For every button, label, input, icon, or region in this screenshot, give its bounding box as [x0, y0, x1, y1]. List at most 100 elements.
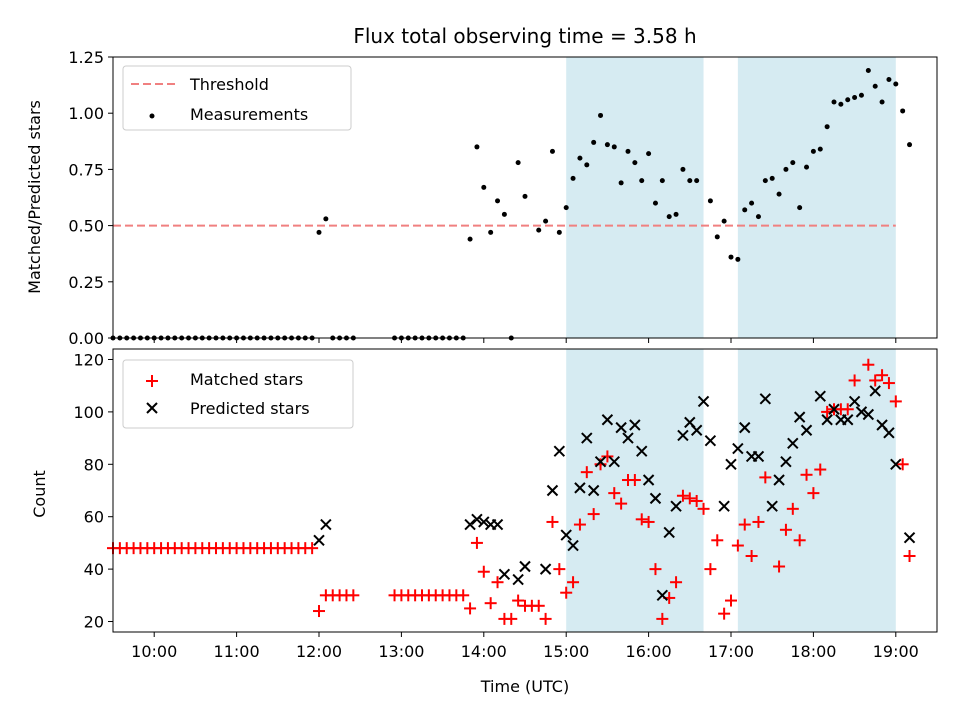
- x-tick-label: 11:00: [214, 642, 260, 661]
- matched-star-marker: [711, 534, 724, 547]
- x-tick-label: 14:00: [461, 642, 507, 661]
- measurement-point: [893, 81, 899, 87]
- predicted-star-marker: [478, 516, 490, 528]
- x-tick-label: 16:00: [626, 642, 672, 661]
- matched-star-marker: [738, 518, 751, 531]
- measurement-point: [804, 164, 810, 170]
- bottom-y-tick-label: 120: [73, 350, 104, 369]
- measurement-point: [495, 198, 501, 204]
- matched-star-marker: [807, 487, 820, 500]
- predicted-star-marker: [821, 414, 833, 426]
- measurement-point: [907, 142, 913, 148]
- predicted-star-marker: [622, 432, 634, 444]
- predicted-star-marker: [725, 458, 737, 471]
- top-data-marks: [110, 67, 913, 341]
- legend-matched-swatch: [146, 375, 158, 387]
- predicted-star-marker: [677, 429, 689, 442]
- measurement-point: [707, 198, 713, 204]
- bottom-plot-frame: [112, 348, 938, 633]
- bottom-y-tick-label: 40: [84, 560, 104, 579]
- matched-star-marker: [484, 597, 497, 610]
- measurement-point: [824, 124, 830, 130]
- measurement-point: [481, 184, 487, 190]
- matched-star-marker: [697, 502, 710, 515]
- predicted-star-marker: [560, 529, 572, 541]
- predicted-star-marker: [670, 500, 682, 512]
- top-y-axis-label: Matched/Predicted stars: [25, 100, 44, 294]
- predicted-star-marker: [491, 518, 504, 531]
- measurement-point: [714, 234, 720, 240]
- measurement-point: [501, 211, 507, 217]
- legend-predicted-label: Predicted stars: [190, 399, 310, 418]
- predicted-star-marker: [828, 403, 840, 415]
- matched-star-marker: [464, 602, 477, 615]
- measurement-point: [591, 139, 597, 145]
- matched-star-marker: [731, 539, 744, 552]
- predicted-star-marker: [471, 513, 483, 526]
- top-y-tick-label: 0.50: [68, 217, 104, 236]
- top-shaded-interval: [566, 57, 704, 338]
- matched-star-marker: [814, 463, 827, 476]
- legend-measurements-label: Measurements: [190, 105, 308, 124]
- matched-star-marker: [800, 468, 813, 481]
- matched-star-marker: [306, 542, 319, 555]
- bottom-shaded-intervals: [566, 349, 896, 632]
- matched-star-marker: [628, 474, 641, 487]
- measurement-point: [755, 214, 761, 220]
- measurement-point: [474, 144, 480, 150]
- bottom-shaded-interval: [566, 349, 704, 632]
- x-tick-label: 10:00: [131, 642, 177, 661]
- measurement-point: [316, 229, 322, 235]
- matched-star-marker: [779, 523, 792, 536]
- bottom-y-ticks: 20 40 60 80 100 120: [73, 350, 113, 632]
- bottom-y-tick-label: 60: [84, 508, 104, 527]
- predicted-star-marker: [663, 526, 675, 539]
- top-x-ticks: [153, 338, 897, 343]
- predicted-star-marker: [855, 406, 868, 418]
- predicted-star-marker: [581, 432, 593, 444]
- matched-star-marker: [759, 471, 772, 484]
- measurement-point: [549, 148, 555, 154]
- predicted-star-marker: [519, 560, 531, 573]
- measurement-point: [886, 76, 892, 82]
- matched-star-marker: [725, 594, 737, 607]
- predicted-star-marker: [615, 421, 627, 434]
- matched-star-marker: [876, 369, 889, 382]
- measurement-point: [467, 236, 473, 242]
- predicted-star-marker: [594, 455, 607, 468]
- matched-star-marker: [539, 612, 552, 625]
- predicted-star-marker: [732, 442, 744, 455]
- matched-star-marker: [718, 607, 731, 620]
- matched-star-marker: [553, 563, 566, 576]
- predicted-star-marker: [759, 393, 772, 405]
- measurement-point: [721, 218, 727, 224]
- legend-measurements-swatch: [149, 113, 155, 119]
- matched-star-marker: [690, 494, 703, 507]
- measurement-point: [817, 146, 823, 152]
- predicted-star-marker: [800, 424, 813, 436]
- legend-threshold-label: Threshold: [189, 75, 269, 94]
- top-shaded-intervals: [566, 57, 896, 338]
- matched-star-marker: [608, 487, 621, 500]
- matched-star-marker: [491, 576, 504, 589]
- matched-star-marker: [642, 515, 655, 528]
- predicted-star-marker: [539, 563, 552, 575]
- bottom-data-marks: [107, 358, 916, 625]
- top-plot-frame: [112, 56, 938, 339]
- predicted-star-marker: [842, 414, 854, 426]
- predicted-star-marker: [608, 455, 620, 468]
- measurement-point: [783, 166, 789, 172]
- measurement-point: [598, 112, 604, 118]
- predicted-star-marker: [739, 421, 751, 434]
- matched-star-marker: [882, 377, 895, 390]
- predicted-star-marker: [649, 492, 662, 505]
- predicted-star-marker: [890, 458, 902, 471]
- matched-star-marker: [848, 374, 861, 387]
- predicted-star-marker: [773, 474, 785, 486]
- top-y-ticks: 0.00 0.25 0.50 0.75 1.00 1.25: [68, 48, 113, 348]
- bottom-y-tick-label: 100: [73, 403, 104, 422]
- measurement-point: [749, 200, 755, 206]
- x-tick-label: 17:00: [708, 642, 754, 661]
- measurement-point: [879, 99, 885, 105]
- predicted-star-marker: [718, 500, 730, 512]
